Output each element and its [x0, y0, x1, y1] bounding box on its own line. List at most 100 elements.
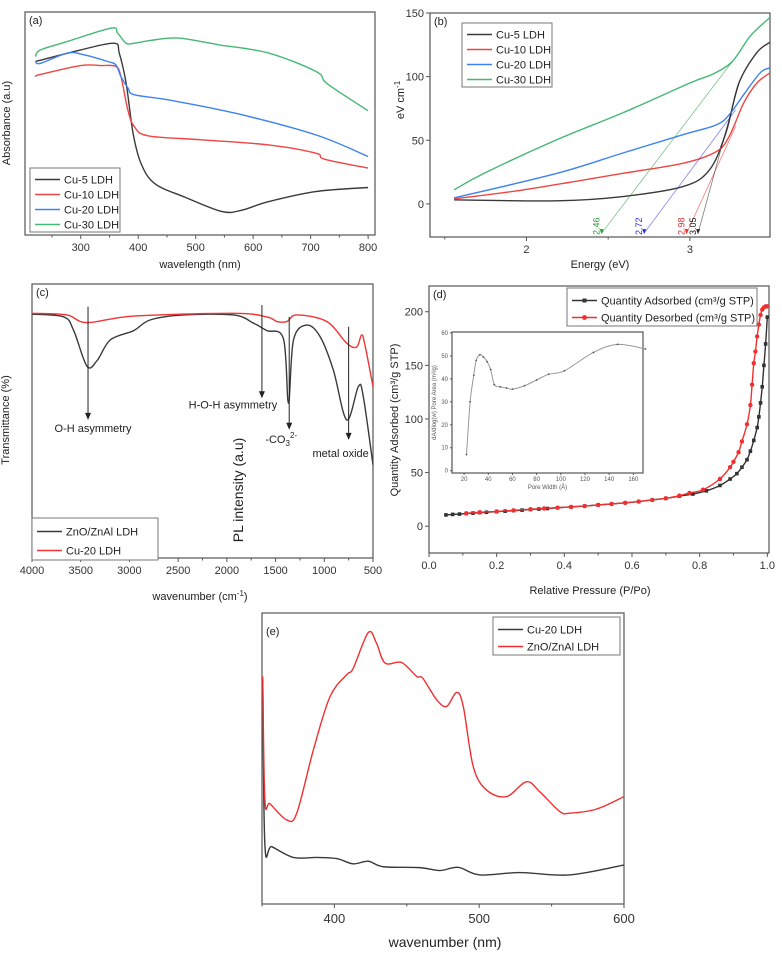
- panel-d-point: [477, 510, 482, 515]
- panel-b-series-line: [453, 72, 770, 200]
- panel-d-xtick-label: 0.8: [692, 560, 707, 572]
- panel-d-point: [751, 361, 756, 366]
- panel-d-ytick-label: 200: [405, 307, 423, 319]
- panel-b-legend: Cu-5 LDH Cu-10 LDH Cu-20 LDH Cu-30 LDH: [461, 22, 553, 88]
- panel-d-inset-point: [493, 383, 496, 386]
- panel-d-point: [494, 509, 499, 514]
- panel-d-inset: 20 40 60 80 100 120 140 160 0 10 20 30 40 50 60 Pore Wi…: [432, 331, 647, 491]
- panel-d-inset-xtick-label: 20: [461, 477, 468, 483]
- panel-d-inset-xtick-label: 120: [580, 477, 591, 483]
- panel-b-ytick-label: 50: [412, 135, 424, 147]
- panel-d-inset-ytick-label: 20: [441, 423, 448, 429]
- panel-d-inset-point: [563, 369, 566, 372]
- panel-c-xtick-label: 2500: [166, 565, 190, 577]
- panel-d-point: [687, 490, 692, 496]
- panel-a-legend-label: Cu-30 LDH: [64, 220, 119, 232]
- panel-d-inset-series-line: [466, 343, 646, 455]
- panel-d-ytick-label: 150: [405, 360, 423, 372]
- panel-d-legend-marker: [582, 315, 587, 320]
- panel-b: 2 3 0 50 100 150 (b) Energy (eV) eV cm-1 2.46 2.72…: [393, 8, 771, 271]
- panel-d-point: [763, 342, 768, 346]
- panel-d-point: [735, 471, 739, 476]
- panel-d: 0.0 0.2 0.4 0.6 0.8 1.0050100150200(d)Relativ…: [389, 285, 775, 597]
- panel-e-xtick-label: 600: [613, 911, 635, 926]
- panel-b-plot-area: [453, 16, 770, 202]
- panel-c-xlabel-text: wavenumber (cm: [151, 591, 236, 603]
- panel-d-point: [739, 439, 745, 444]
- panel-b-xtick-label: 3: [687, 244, 693, 256]
- panel-e-xlabel-text: wavenumber (nm): [388, 934, 502, 950]
- panel-b-arrow-head: [684, 229, 689, 235]
- panel-b-series-line: [453, 16, 770, 191]
- panel-d-inset-point: [478, 353, 481, 356]
- panel-d-inset-point: [547, 373, 550, 376]
- panel-e-ylabel: PL intensity (a.u): [230, 438, 246, 543]
- panel-d-point: [700, 487, 706, 492]
- panel-d-point: [623, 500, 628, 506]
- panel-a-legend-box: [29, 167, 121, 233]
- panel-c-annotation: O-H asymmetry: [55, 423, 133, 435]
- panel-a-frame: [24, 11, 376, 236]
- panel-c-xtick-label: 2000: [215, 565, 239, 577]
- panel-d-xlabel: Relative Pressure (P/Po): [529, 585, 650, 597]
- panel-d-point: [740, 465, 744, 470]
- panel-b-ytick-label: 150: [406, 8, 424, 20]
- panel-d-xtick-label: 0.4: [557, 560, 572, 572]
- panel-d-inset-frame: [451, 331, 644, 474]
- panel-a-xtick-label: 500: [187, 242, 205, 254]
- panel-c: 4000 3500 3000 2500 2000 1500 1000 500 (c) wavenu…: [0, 283, 382, 603]
- panel-e-xtick-label: 400: [324, 911, 346, 926]
- panel-a-legend-label: Cu-20 LDH: [64, 205, 119, 217]
- panel-a-series-line: [34, 64, 369, 169]
- panel-d-point: [511, 508, 516, 513]
- panel-a-xtick-label: 800: [359, 242, 377, 254]
- panel-d-legend-label: Quantity Desorbed (cm³/g STP): [601, 313, 755, 325]
- panel-d-point: [663, 496, 669, 501]
- panel-d-point: [736, 450, 741, 455]
- panel-c-ylabel-text: Transmittance (%): [0, 375, 12, 464]
- panel-d-point: [718, 483, 722, 488]
- panel-d-frame: [428, 285, 770, 554]
- panel-c-annotation: metal oxide: [313, 448, 369, 460]
- panel-d-ylabel-text: Quantity Adsorbed (cm³/g STP): [389, 344, 401, 497]
- panel-d-inset-point: [505, 387, 508, 389]
- panel-a-legend: Cu-5 LDH Cu-10 LDH Cu-20 LDH Cu-30 LDH: [29, 167, 121, 233]
- panel-d-inset-ytick-label: 30: [441, 400, 448, 406]
- panel-d-legend-marker: [582, 298, 587, 303]
- panel-d-point: [704, 489, 709, 493]
- panel-b-arrow-head: [642, 229, 647, 235]
- panel-b-legend-label: Cu-20 LDH: [496, 60, 551, 72]
- panel-d-point: [760, 384, 765, 389]
- panel-d-point: [444, 513, 448, 517]
- panel-d-point: [464, 511, 469, 516]
- panel-e: 400 500 600(e)wavenumber (nm)PL intensity …: [230, 438, 635, 950]
- panel-d-point: [745, 457, 749, 462]
- panel-c-xlabel-sup: -1: [237, 589, 245, 598]
- panel-c-arrow-head: [345, 432, 352, 440]
- panel-d-inset-point: [499, 385, 502, 388]
- panel-e-plot-area: [262, 630, 624, 876]
- panel-d-point: [568, 504, 574, 510]
- panel-c-legend-label: ZnO/ZnAl LDH: [66, 527, 138, 539]
- panel-d-point: [744, 422, 750, 427]
- panel-d-inset-point: [523, 384, 526, 387]
- panel-d-ytick-label: 100: [405, 414, 423, 426]
- panel-d-inset-point: [486, 360, 488, 363]
- panel-a-xtick-label: 300: [72, 242, 90, 254]
- panel-b-bandgap-label: 2.72: [634, 217, 644, 235]
- panel-b-legend-label: Cu-5 LDH: [496, 30, 545, 42]
- panel-a-series-line: [34, 51, 369, 158]
- panel-e-series-line: [262, 679, 624, 876]
- panel-e-xtick-label: 500: [468, 911, 490, 926]
- panel-d-point: [582, 503, 587, 509]
- panel-c-legend: ZnO/ZnAl LDH Cu-20 LDH: [31, 517, 159, 561]
- panel-d-inset-point: [535, 379, 538, 381]
- panel-a-legend-label: Cu-5 LDH: [64, 175, 113, 187]
- panel-d-xtick-label: 1.0: [760, 560, 775, 572]
- panel-b-tangent-line: [601, 61, 733, 234]
- panel-d-label: (d): [433, 289, 446, 301]
- panel-b-label: (b): [434, 16, 447, 28]
- panel-d-point: [677, 493, 682, 498]
- panel-c-series-line: [32, 312, 373, 387]
- panel-c-annotation: -CO32-: [265, 431, 297, 448]
